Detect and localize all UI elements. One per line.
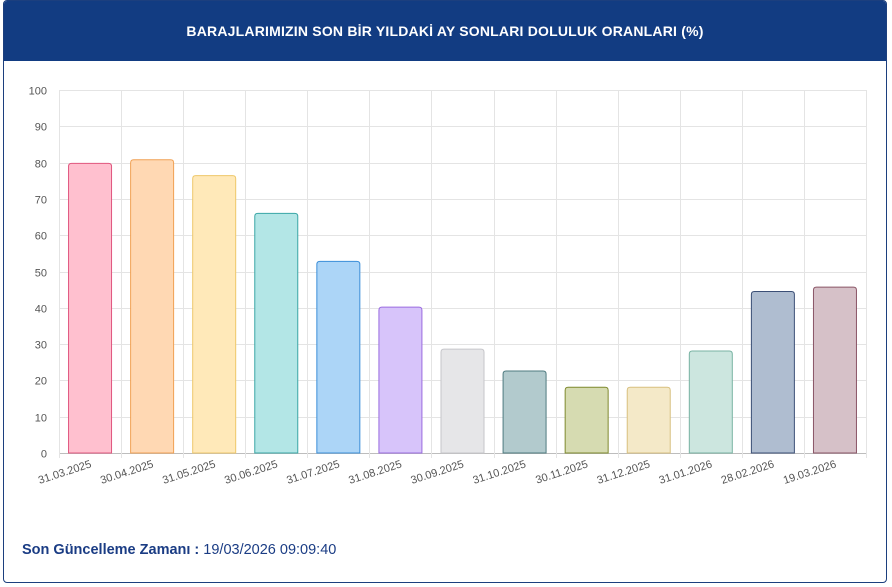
bar-30.09.2025[interactable]: [440, 348, 485, 454]
bar-31.12.2025[interactable]: [626, 386, 671, 454]
bar-31.07.2025[interactable]: [316, 260, 361, 454]
y-tick-label: 40: [35, 304, 47, 316]
x-tick-label: 31.05.2025: [161, 458, 217, 486]
last-update: Son Güncelleme Zamanı : 19/03/2026 09:09…: [22, 542, 336, 558]
x-tick-label: 30.04.2025: [99, 458, 155, 486]
x-tick-label: 31.07.2025: [285, 458, 341, 486]
bar-19.03.2026[interactable]: [812, 286, 857, 454]
x-tick-label: 31.01.2026: [658, 458, 714, 486]
last-update-value: 19/03/2026 09:09:40: [203, 542, 337, 558]
bar-30.04.2025[interactable]: [130, 159, 175, 454]
y-tick-label: 20: [35, 376, 47, 388]
y-tick-label: 60: [35, 231, 47, 243]
x-tick-label: 19.03.2026: [782, 458, 838, 486]
y-tick-label: 90: [35, 122, 47, 134]
chart-bars: [68, 159, 857, 454]
card-header: BARAJLARIMIZIN SON BİR YILDAKİ AY SONLAR…: [4, 1, 886, 61]
bar-31.10.2025[interactable]: [502, 370, 547, 454]
last-update-label: Son Güncelleme Zamanı :: [22, 542, 200, 558]
y-tick-label: 70: [35, 195, 47, 207]
bar-31.03.2025[interactable]: [68, 162, 113, 454]
bar-28.02.2026[interactable]: [750, 290, 795, 454]
y-tick-label: 10: [35, 413, 47, 425]
bar-31.01.2026[interactable]: [688, 350, 733, 454]
bar-30.11.2025[interactable]: [564, 386, 609, 454]
y-tick-label: 0: [41, 449, 47, 461]
y-tick-label: 50: [35, 268, 47, 280]
y-tick-label: 100: [29, 86, 47, 98]
y-tick-label: 30: [35, 340, 47, 352]
bar-31.05.2025[interactable]: [192, 175, 237, 454]
x-tick-label: 30.09.2025: [409, 458, 465, 486]
x-tick-label: 30.06.2025: [223, 458, 279, 486]
x-tick-label: 31.08.2025: [347, 458, 403, 486]
x-tick-label: 28.02.2026: [720, 458, 776, 486]
x-tick-label: 31.12.2025: [596, 458, 652, 486]
x-tick-label: 31.10.2025: [471, 458, 527, 486]
x-axis-tick-labels: 31.03.2025 30.04.2025 31.05.2025 30.06.2025…: [37, 458, 838, 486]
x-tick-label: 31.03.2025: [37, 458, 93, 486]
x-tick-label: 30.11.2025: [534, 458, 589, 486]
bar-31.08.2025[interactable]: [378, 306, 423, 454]
y-tick-label: 80: [35, 159, 47, 171]
y-axis-tick-labels: 0 10 20 30 40 50 60 70 80 90 100: [29, 86, 47, 461]
chart-title: BARAJLARIMIZIN SON BİR YILDAKİ AY SONLAR…: [186, 23, 704, 39]
bar-30.06.2025[interactable]: [254, 212, 299, 454]
